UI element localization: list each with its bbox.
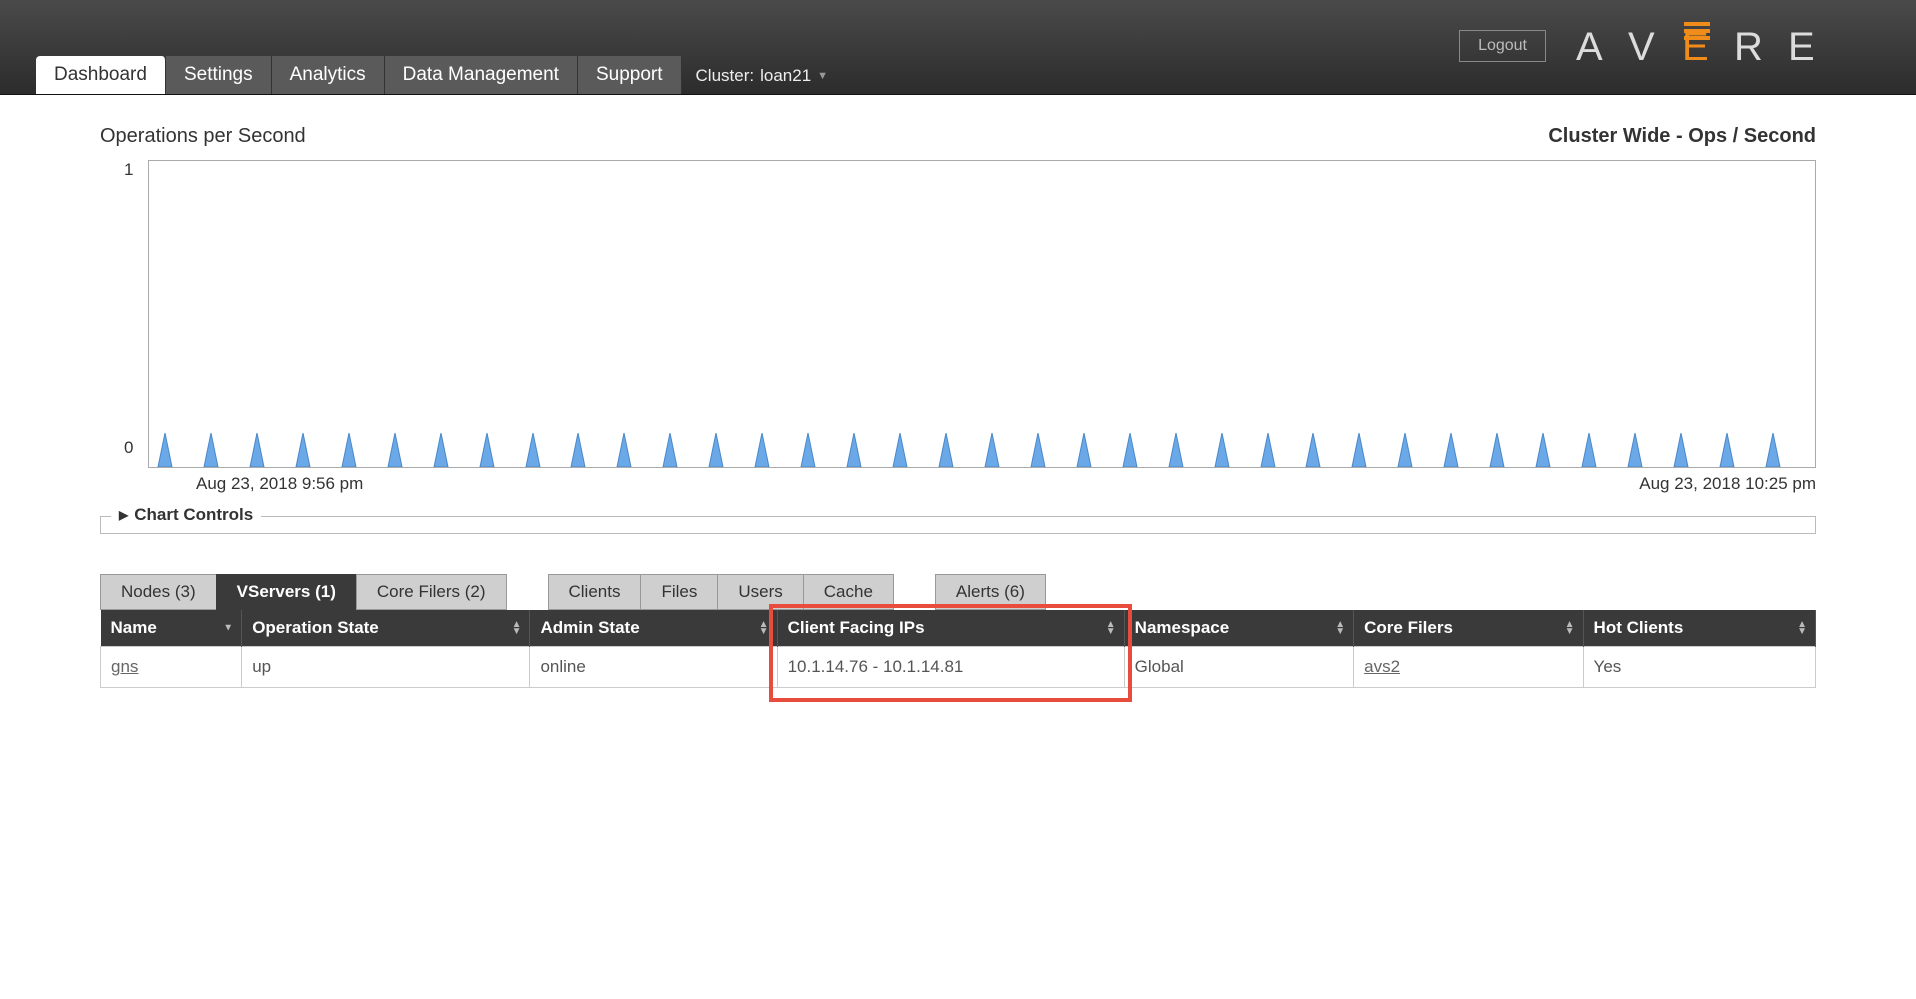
- cluster-prefix: Cluster:: [696, 66, 755, 86]
- col-header-namespace[interactable]: Namespace▲▼: [1124, 610, 1353, 647]
- status-tab-group: Nodes (3)VServers (1)Core Filers (2): [100, 574, 506, 610]
- chart-title-right: Cluster Wide - Ops / Second: [1548, 125, 1816, 148]
- chart-title-left: Operations per Second: [100, 125, 306, 148]
- triangle-right-icon: ▶: [119, 508, 128, 522]
- status-tab-users[interactable]: Users: [717, 574, 803, 610]
- svg-text:E: E: [1788, 25, 1831, 69]
- chart-controls-toggle[interactable]: ▶ Chart Controls: [111, 505, 261, 525]
- chart-spike: [568, 433, 614, 467]
- chart-spikes: [149, 427, 1815, 467]
- col-header-name[interactable]: Name▼: [101, 610, 242, 647]
- nav-tab-dashboard[interactable]: Dashboard: [36, 56, 166, 94]
- status-tab-core-filers-2[interactable]: Core Filers (2): [356, 574, 507, 610]
- chart-spike: [752, 433, 798, 467]
- status-tab-vservers-1[interactable]: VServers (1): [216, 574, 357, 610]
- status-tab-group: ClientsFilesUsersCache: [548, 574, 893, 610]
- col-header-admin-state[interactable]: Admin State▲▼: [530, 610, 777, 647]
- core-filer-link[interactable]: avs2: [1364, 657, 1400, 676]
- chart-spike: [385, 433, 431, 467]
- x-axis-start: Aug 23, 2018 9:56 pm: [196, 474, 363, 494]
- chart-controls-label-text: Chart Controls: [134, 505, 253, 525]
- table-row: gns uponline10.1.14.76 - 10.1.14.81Global…: [101, 647, 1816, 688]
- col-header-hot-clients[interactable]: Hot Clients▲▼: [1583, 610, 1815, 647]
- cell: 10.1.14.76 - 10.1.14.81: [777, 647, 1124, 688]
- chart-spike: [201, 433, 247, 467]
- chart-spike: [1717, 433, 1763, 467]
- chart-spike: [339, 433, 385, 467]
- x-axis-end: Aug 23, 2018 10:25 pm: [1639, 474, 1816, 494]
- nav-tab-settings[interactable]: Settings: [166, 56, 272, 94]
- chart-spike: [293, 433, 339, 467]
- chart-spike: [1028, 433, 1074, 467]
- col-header-client-facing-ips[interactable]: Client Facing IPs▲▼: [777, 610, 1124, 647]
- svg-text:V: V: [1628, 25, 1671, 69]
- chart-spike: [1166, 433, 1212, 467]
- chart-spike: [1579, 433, 1625, 467]
- status-tabs: Nodes (3)VServers (1)Core Filers (2) Clie…: [100, 574, 1816, 610]
- status-tab-files[interactable]: Files: [640, 574, 718, 610]
- chart-spike: [936, 433, 982, 467]
- main-content: Operations per Second Cluster Wide - Ops…: [0, 95, 1916, 708]
- col-header-core-filers[interactable]: Core Filers▲▼: [1354, 610, 1583, 647]
- chart-spike: [614, 433, 660, 467]
- topbar: Logout A V E R E DashboardSettingsAnalyt…: [0, 0, 1916, 95]
- cell: Yes: [1583, 647, 1815, 688]
- status-tab-cache[interactable]: Cache: [803, 574, 894, 610]
- svg-text:R: R: [1734, 25, 1779, 69]
- svg-text:A: A: [1576, 25, 1619, 69]
- cell: gns: [101, 647, 242, 688]
- chart-spike: [844, 433, 890, 467]
- col-header-operation-state[interactable]: Operation State▲▼: [242, 610, 530, 647]
- brand-logo: A V E R E: [1576, 20, 1876, 70]
- chart-spike: [1395, 433, 1441, 467]
- cell: online: [530, 647, 777, 688]
- cluster-name: loan21: [760, 66, 811, 86]
- chart-spike: [798, 433, 844, 467]
- chart-spike: [706, 433, 752, 467]
- chart-spike: [1120, 433, 1166, 467]
- chart-header: Operations per Second Cluster Wide - Ops…: [100, 125, 1816, 148]
- chart-spike: [1258, 433, 1304, 467]
- nav-tab-data-management[interactable]: Data Management: [385, 56, 578, 94]
- chart-spike: [431, 433, 477, 467]
- chart-spike: [1487, 433, 1533, 467]
- main-nav: DashboardSettingsAnalyticsData Managemen…: [36, 56, 842, 94]
- chevron-down-icon: ▼: [817, 70, 828, 82]
- chart-spike: [1441, 433, 1487, 467]
- chart-spike: [982, 433, 1028, 467]
- cell: avs2: [1354, 647, 1583, 688]
- y-axis-tick-top: 1: [124, 160, 133, 180]
- chart-spike: [1349, 433, 1395, 467]
- status-tab-group: Alerts (6): [935, 574, 1045, 610]
- svg-text:E: E: [1682, 25, 1709, 69]
- status-tab-clients[interactable]: Clients: [548, 574, 642, 610]
- nav-tab-support[interactable]: Support: [578, 56, 682, 94]
- chart-spike: [1625, 433, 1671, 467]
- chart-area: [148, 160, 1816, 468]
- chart-spike: [477, 433, 523, 467]
- status-tab-alerts-6[interactable]: Alerts (6): [935, 574, 1046, 610]
- chart-spike: [890, 433, 936, 467]
- logout-button[interactable]: Logout: [1459, 30, 1546, 62]
- chart-spike: [1212, 433, 1258, 467]
- cell: Global: [1124, 647, 1353, 688]
- chart-spike: [1763, 433, 1809, 467]
- nav-tab-analytics[interactable]: Analytics: [272, 56, 385, 94]
- vservers-table: Name▼Operation State▲▼Admin State▲▼Clien…: [100, 610, 1816, 688]
- chart-spike: [1671, 433, 1717, 467]
- chart-spike: [1533, 433, 1579, 467]
- vservers-table-area: Name▼Operation State▲▼Admin State▲▼Clien…: [100, 610, 1816, 688]
- chart-spike: [247, 433, 293, 467]
- chart-spike: [1303, 433, 1349, 467]
- cell: up: [242, 647, 530, 688]
- chart-spike: [155, 433, 201, 467]
- cluster-selector[interactable]: Cluster: loan21 ▼: [682, 58, 843, 94]
- chart-spike: [1074, 433, 1120, 467]
- chart-controls-panel[interactable]: ▶ Chart Controls: [100, 516, 1816, 534]
- chart-spike: [523, 433, 569, 467]
- status-tab-nodes-3[interactable]: Nodes (3): [100, 574, 217, 610]
- chart-spike: [660, 433, 706, 467]
- y-axis-tick-bottom: 0: [124, 438, 133, 458]
- vserver-link[interactable]: gns: [111, 657, 138, 676]
